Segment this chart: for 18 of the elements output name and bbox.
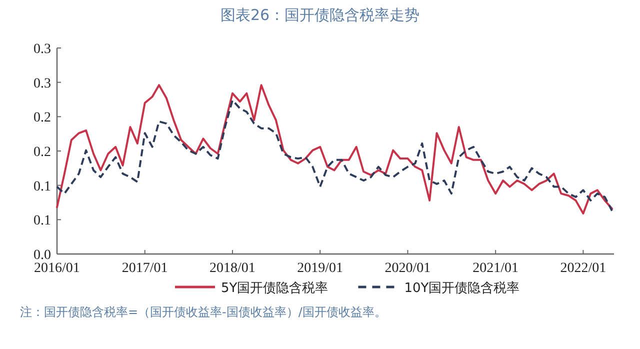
y-tick-label: 0.1	[34, 179, 51, 194]
text: 注：国开债隐含税率=（国开债收益率-国债收益率）/国开债收益率。	[20, 305, 386, 319]
x-tick-label: 2022/01	[560, 261, 606, 276]
x-tick-label: 2016/01	[34, 261, 80, 276]
x-tick-label: 2017/01	[122, 261, 168, 276]
x-tick-label: 2018/01	[210, 261, 256, 276]
x-tick-label: 2021/01	[472, 261, 519, 276]
legend-label: 10Y国开债隐含税率	[404, 280, 520, 296]
legend-label: 5Y国开债隐含税率	[221, 280, 328, 296]
y-tick-label: 0.2	[34, 110, 51, 126]
y-tick-label: 0.3	[34, 42, 51, 57]
chart-title: 图表26：国开债隐含税率走势	[220, 6, 420, 24]
y-tick-label: 0.1	[34, 214, 51, 229]
y-tick-label: 0.2	[34, 145, 51, 160]
x-tick-label: 2020/01	[384, 261, 431, 276]
x-tick-label: 2019/01	[297, 261, 344, 276]
y-tick-label: 0.3	[34, 76, 51, 92]
y-tick-label: 0.0	[34, 248, 51, 263]
